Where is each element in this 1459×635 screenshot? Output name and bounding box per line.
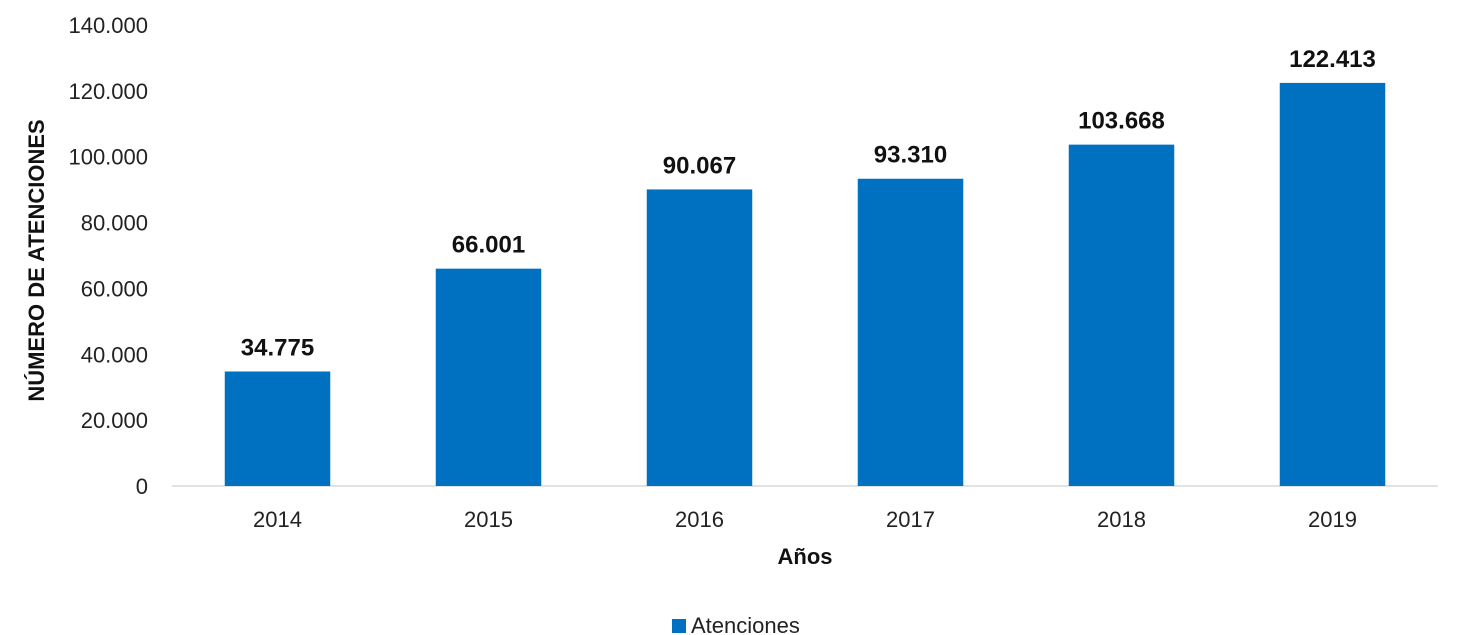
y-tick-label: 60.000 xyxy=(81,276,148,301)
bar-2016 xyxy=(646,189,753,486)
y-axis-title: NÚMERO DE ATENCIONES xyxy=(24,119,49,401)
x-tick-label-2015: 2015 xyxy=(464,507,513,532)
legend-swatch xyxy=(672,619,686,633)
x-tick-label-2017: 2017 xyxy=(886,507,935,532)
bar-2018 xyxy=(1068,144,1175,486)
x-tick-label-2019: 2019 xyxy=(1308,507,1357,532)
legend: Atenciones xyxy=(672,613,800,635)
bars xyxy=(224,82,1386,487)
x-axis-tick-labels: 2014 2015 2016 2017 2018 2019 xyxy=(253,507,1357,532)
y-tick-label: 20.000 xyxy=(81,408,148,433)
bar-2015 xyxy=(435,268,542,486)
data-labels: 34.775 66.001 90.067 93.310 103.668 122.413 xyxy=(241,46,1376,362)
x-tick-label-2018: 2018 xyxy=(1097,507,1146,532)
y-tick-label: 40.000 xyxy=(81,342,148,367)
x-tick-label-2014: 2014 xyxy=(253,507,302,532)
y-tick-label: 140.000 xyxy=(68,13,148,38)
y-tick-label: 100.000 xyxy=(68,145,148,170)
data-label-2018: 103.668 xyxy=(1078,108,1165,135)
y-axis-tick-labels: 0 20.000 40.000 60.000 80.000 100.000 120.000 1… xyxy=(68,13,148,499)
data-label-2016: 90.067 xyxy=(663,152,736,179)
bar-2019 xyxy=(1279,82,1386,487)
y-tick-label: 0 xyxy=(136,474,148,499)
data-label-2017: 93.310 xyxy=(874,142,947,169)
data-label-2019: 122.413 xyxy=(1289,46,1376,73)
x-tick-label-2016: 2016 xyxy=(675,507,724,532)
bar-2014 xyxy=(224,371,331,486)
legend-entry: Atenciones xyxy=(691,613,800,635)
y-tick-label: 80.000 xyxy=(81,211,148,236)
data-label-2015: 66.001 xyxy=(452,232,525,259)
x-axis-title: Años xyxy=(778,544,833,569)
bar-2017 xyxy=(857,178,964,486)
y-tick-label: 120.000 xyxy=(68,79,148,104)
data-label-2014: 34.775 xyxy=(241,334,314,361)
